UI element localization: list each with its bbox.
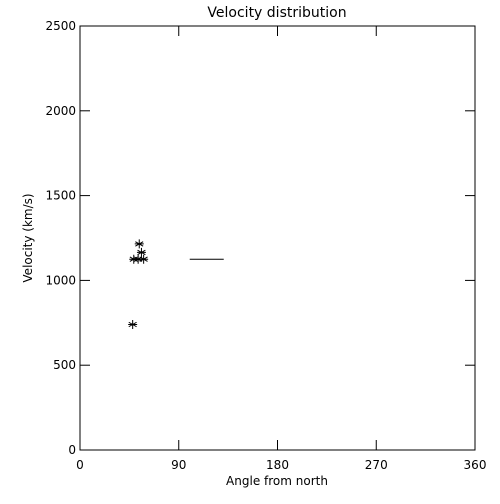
point — [128, 319, 138, 329]
point — [133, 254, 143, 264]
x-tick-label: 90 — [171, 458, 186, 472]
point — [136, 247, 146, 257]
y-axis-label: Velocity (km/s) — [21, 193, 35, 282]
y-tick-label: 2500 — [45, 19, 76, 33]
y-tick-label: 2000 — [45, 104, 76, 118]
y-tick-label: 1000 — [45, 273, 76, 287]
x-axis-label: Angle from north — [226, 474, 328, 488]
x-tick-label: 270 — [365, 458, 388, 472]
y-tick-label: 500 — [53, 358, 76, 372]
x-tick-label: 180 — [266, 458, 289, 472]
y-tick-label: 0 — [68, 443, 76, 457]
chart-title: Velocity distribution — [207, 5, 346, 21]
y-tick-label: 1500 — [45, 189, 76, 203]
point — [139, 254, 149, 264]
x-tick-label: 0 — [76, 458, 84, 472]
x-tick-label: 360 — [464, 458, 487, 472]
point — [134, 239, 144, 249]
